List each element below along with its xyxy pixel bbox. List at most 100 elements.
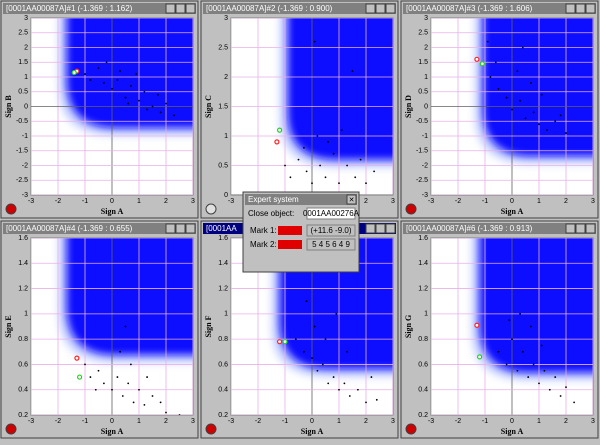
point bbox=[313, 40, 316, 43]
point bbox=[540, 93, 543, 96]
y-tick-label: 0 bbox=[24, 103, 28, 110]
point bbox=[511, 338, 513, 341]
title-button[interactable] bbox=[575, 3, 586, 14]
title-button[interactable] bbox=[565, 3, 576, 14]
status-button[interactable] bbox=[405, 423, 417, 435]
title-button[interactable] bbox=[365, 3, 376, 14]
plot bbox=[231, 18, 393, 195]
window[interactable]: [0001AA00087A]#4 (-1.369 : 0.655) -3 -2 -1 0… bbox=[0, 220, 203, 439]
y-tick-label: 0.8 bbox=[18, 336, 28, 343]
y-tick-label: 1.6 bbox=[218, 235, 228, 242]
title-button[interactable] bbox=[185, 223, 196, 234]
point bbox=[319, 164, 321, 167]
x-tick-label: 0 bbox=[510, 198, 514, 205]
titlebar bbox=[203, 3, 396, 14]
marker-mark2 bbox=[76, 374, 83, 380]
title-button[interactable] bbox=[185, 3, 196, 14]
point bbox=[486, 40, 489, 43]
x-tick-label: -3 bbox=[228, 198, 234, 205]
x-tick-label: -2 bbox=[455, 418, 461, 425]
point bbox=[89, 376, 92, 378]
point bbox=[346, 350, 348, 353]
point bbox=[540, 344, 543, 347]
point bbox=[335, 312, 338, 315]
close-label: Close object: bbox=[248, 209, 294, 218]
title-button[interactable] bbox=[165, 3, 176, 14]
point bbox=[143, 90, 146, 93]
y-tick-label: -2 bbox=[22, 162, 28, 169]
y-tick-label: 0.4 bbox=[218, 387, 228, 394]
point bbox=[530, 325, 532, 328]
title-button[interactable] bbox=[175, 223, 186, 234]
point bbox=[340, 129, 343, 132]
y-tick-label: 1.4 bbox=[18, 260, 28, 267]
x-tick-label: -1 bbox=[482, 198, 488, 205]
window-title: [0001AA bbox=[206, 224, 237, 233]
title-button[interactable] bbox=[165, 223, 176, 234]
region bbox=[479, 238, 593, 373]
point bbox=[524, 117, 527, 120]
title-button[interactable] bbox=[365, 223, 376, 234]
title-button[interactable] bbox=[385, 3, 396, 14]
x-tick-label: 1 bbox=[137, 418, 141, 425]
title-button[interactable] bbox=[575, 223, 586, 234]
x-tick-label: -2 bbox=[455, 198, 461, 205]
status-button[interactable] bbox=[5, 203, 17, 215]
status-button[interactable] bbox=[205, 423, 217, 435]
y-tick-label: 0.2 bbox=[218, 412, 228, 419]
point bbox=[494, 61, 497, 64]
point bbox=[305, 300, 308, 303]
x-tick-label: 1 bbox=[137, 198, 141, 205]
y-tick-label: 1.4 bbox=[418, 260, 428, 267]
x-axis-label: Sign A bbox=[501, 207, 524, 216]
region bbox=[66, 238, 193, 355]
x-tick-label: -2 bbox=[55, 418, 61, 425]
point bbox=[297, 158, 300, 161]
y-axis-label: Sign C bbox=[204, 95, 213, 118]
window[interactable]: [0001AA00087A]#6 (-1.369 : 0.913) -3 -2 -1 0… bbox=[400, 220, 600, 439]
point bbox=[305, 170, 308, 173]
status-button[interactable] bbox=[205, 203, 217, 215]
point bbox=[338, 388, 340, 391]
y-tick-label: -0.5 bbox=[416, 118, 428, 125]
close-value: 0001AA00276A bbox=[303, 209, 360, 218]
title-button[interactable] bbox=[175, 3, 186, 14]
point bbox=[111, 87, 113, 90]
y-tick-label: 2 bbox=[424, 44, 428, 51]
title-button[interactable] bbox=[375, 223, 386, 234]
y-axis-label: Sign B bbox=[4, 95, 13, 118]
window[interactable]: [0001AA00087A]#1 (-1.369 : 1.162) -3 -2 -1 0… bbox=[0, 0, 203, 219]
point bbox=[543, 369, 546, 372]
point bbox=[294, 338, 297, 341]
status-button[interactable] bbox=[405, 203, 417, 215]
x-tick-label: 1 bbox=[537, 418, 541, 425]
y-tick-label: 0.4 bbox=[18, 387, 28, 394]
close-button[interactable] bbox=[346, 194, 357, 205]
point bbox=[311, 182, 313, 185]
titlebar bbox=[403, 223, 596, 234]
y-axis-label: Sign G bbox=[404, 315, 413, 338]
point bbox=[138, 99, 140, 102]
point bbox=[111, 388, 113, 391]
title-button[interactable] bbox=[375, 3, 386, 14]
point bbox=[489, 76, 492, 78]
y-tick-label: 0.8 bbox=[418, 336, 428, 343]
x-tick-label: 3 bbox=[191, 198, 195, 205]
window[interactable]: [0001AA00087A]#2 (-1.369 : 0.900)-3-2-10… bbox=[200, 0, 403, 219]
title-button[interactable] bbox=[585, 223, 596, 234]
y-tick-label: 1.4 bbox=[218, 260, 228, 267]
dialog[interactable]: Expert system ✕ Close object: 0001AA0027… bbox=[242, 191, 360, 273]
point bbox=[538, 123, 540, 126]
x-tick-label: -3 bbox=[428, 198, 434, 205]
point bbox=[105, 61, 108, 64]
y-tick-label: 0.2 bbox=[18, 412, 28, 419]
status-button[interactable] bbox=[5, 423, 17, 435]
title-button[interactable] bbox=[585, 3, 596, 14]
point bbox=[130, 363, 132, 366]
y-tick-label: 0 bbox=[424, 103, 428, 110]
title-button[interactable] bbox=[565, 223, 576, 234]
close-field[interactable] bbox=[306, 207, 356, 220]
point bbox=[178, 414, 181, 415]
title-button[interactable] bbox=[385, 223, 396, 234]
window[interactable]: [0001AA00087A]#3 (-1.369 : 1.606) -3 -2 -1 0… bbox=[400, 0, 600, 219]
